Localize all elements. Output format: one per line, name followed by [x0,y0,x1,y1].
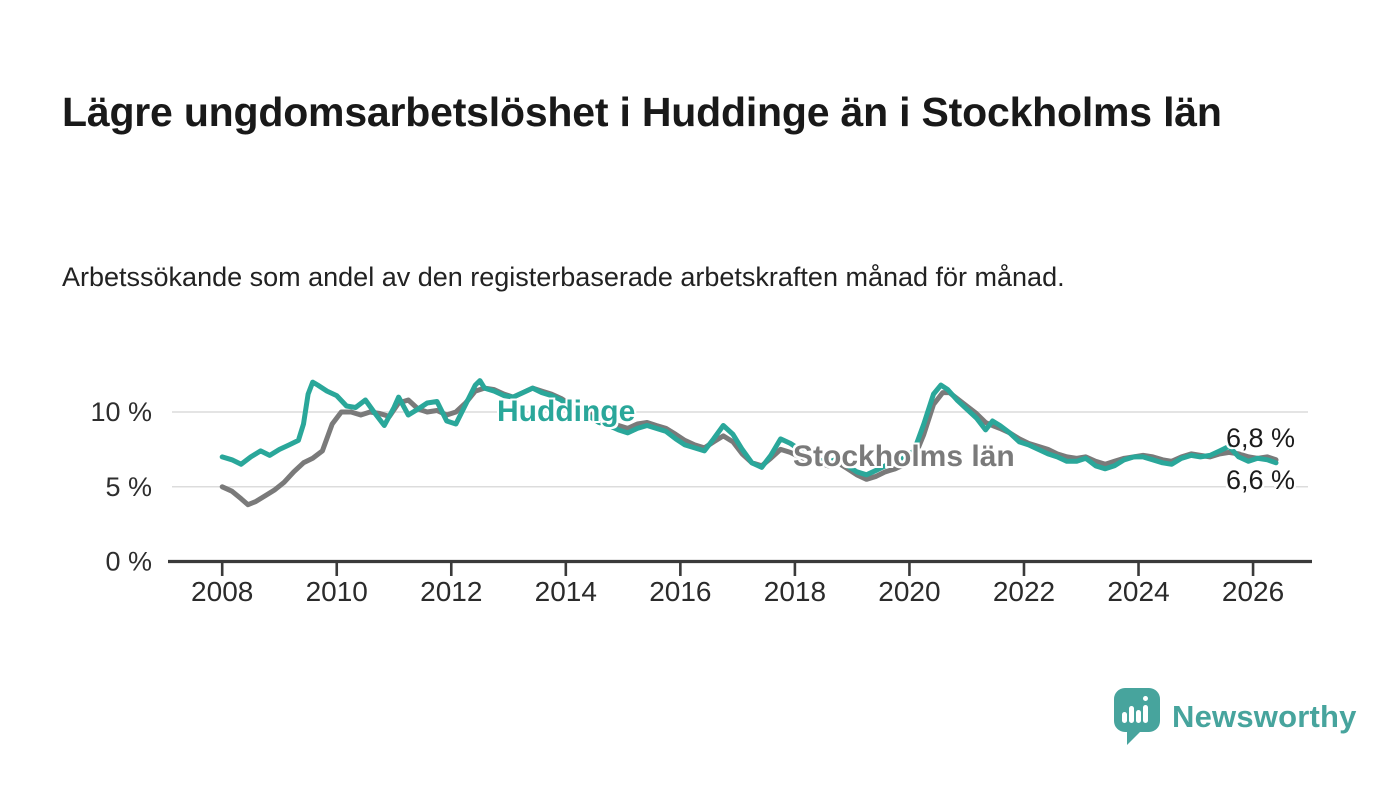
x-axis-tick-label: 2024 [1107,576,1169,607]
x-axis-tick-label: 2022 [993,576,1055,607]
x-axis-tick-label: 2016 [649,576,711,607]
end-value-huddinge: 6,6 % [1226,465,1296,495]
chart-subtitle: Arbetssökande som andel av den registerb… [62,262,1065,292]
page-title: Lägre ungdomsarbetslöshet i Huddinge än … [62,89,1222,136]
end-value-stockholm: 6,8 % [1226,423,1296,453]
x-axis-tick-label: 2010 [306,576,368,607]
newsworthy-logo-icon [1114,688,1160,745]
x-axis-tick-label: 2012 [420,576,482,607]
newsworthy-brand-name: Newsworthy [1172,699,1357,734]
series-label-stockholm: Stockholms län [793,440,1015,473]
y-axis-tick-label: 0 % [105,547,152,577]
x-axis-tick-label: 2018 [764,576,826,607]
y-axis-tick-label: 10 % [90,397,152,427]
newsworthy-brand: Newsworthy [1114,688,1357,746]
x-axis-tick-label: 2008 [191,576,253,607]
x-axis-tick-label: 2026 [1222,576,1284,607]
series-label-huddinge: Huddinge [497,395,636,428]
series-line-huddinge [219,378,1279,478]
x-axis-tick-label: 2014 [535,576,597,607]
x-axis-tick-label: 2020 [878,576,940,607]
y-axis-tick-label: 5 % [105,472,152,502]
